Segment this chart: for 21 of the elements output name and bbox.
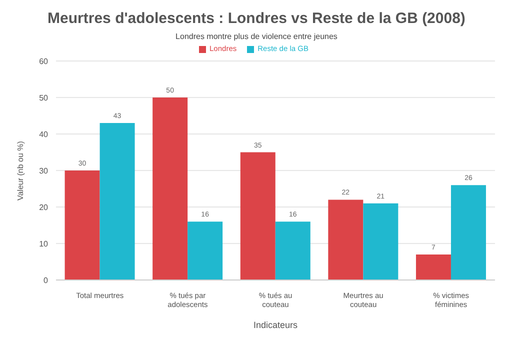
bar [188, 222, 223, 280]
y-tick-label: 0 [44, 276, 49, 285]
y-tick-label: 30 [39, 166, 49, 176]
y-tick-label: 10 [39, 239, 49, 248]
bar [64, 170, 100, 280]
bar [100, 123, 135, 280]
bar [152, 98, 188, 280]
bar [450, 185, 486, 280]
chart-subtitle: Londres montre plus de violence entre jeunes [174, 32, 338, 41]
x-axis-title: Indicateurs [253, 320, 298, 330]
bar [328, 200, 364, 280]
bar [416, 254, 451, 280]
y-tick-label: 60 [39, 56, 49, 66]
y-tick-label: 40 [39, 130, 49, 139]
bar [240, 152, 276, 280]
y-tick-label: 50 [39, 93, 49, 102]
bar [363, 203, 398, 280]
y-tick-label: 20 [39, 202, 49, 212]
y-axis-title: Valeur (nb ou %) [16, 140, 25, 200]
chart-title: Meurtres d'adolescents : Londres vs Reste de la GB (2008) [46, 10, 466, 27]
bar [275, 222, 310, 280]
